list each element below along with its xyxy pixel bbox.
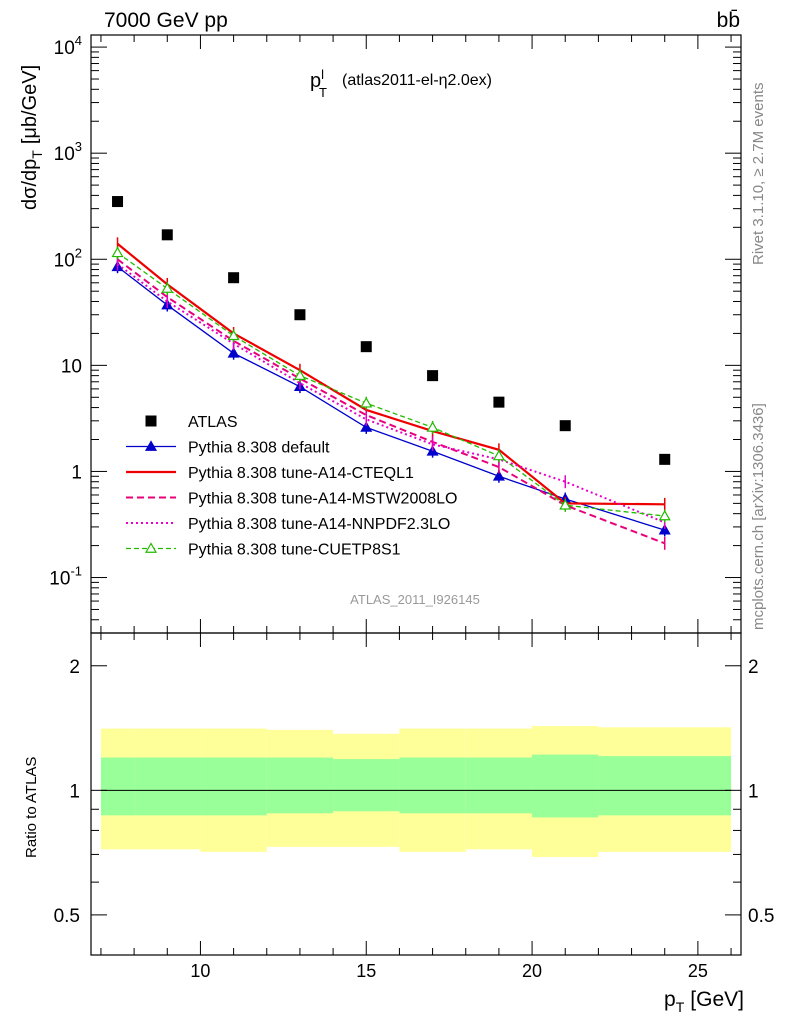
legend-label: ATLAS	[188, 414, 238, 431]
series-marker	[658, 509, 671, 521]
series-marker	[227, 329, 240, 341]
legend-label: Pythia 8.308 tune-CUETP8S1	[188, 542, 401, 559]
title-sub: T	[319, 85, 327, 100]
plot-title: pl T	[310, 67, 327, 100]
atlas-data-point	[161, 229, 173, 241]
legend-label: Pythia 8.308 default	[188, 440, 330, 457]
legend-label: Pythia 8.308 tune-A14-MSTW2008LO	[188, 491, 457, 508]
y-axis-label: dσ/dpT[μb/GeV]	[19, 65, 45, 210]
series-marker	[492, 449, 505, 461]
uncertainty-band-inner	[266, 757, 334, 814]
atlas-data-point	[659, 453, 671, 465]
axes: 10 15 20 25 10-1 1 10 102 103 104 0.5 0.5 1 1 2 2	[49, 33, 774, 981]
x-tick-label: 15	[356, 961, 376, 981]
series-line-4	[116, 263, 666, 524]
series-marker	[293, 369, 306, 380]
series-marker	[492, 470, 505, 481]
ratio-bands	[100, 726, 732, 858]
y-tick-label: 102	[54, 245, 82, 271]
ratio-tick-label-left: 2	[69, 657, 80, 678]
x-axis-label: pT [GeV]	[664, 988, 744, 1015]
title-rest: (atlas2011-el-η2.0ex)	[342, 72, 492, 89]
legend-marker	[144, 542, 158, 553]
series-layer	[111, 196, 671, 550]
ratio-tick-label-left: 1	[69, 781, 80, 802]
series-marker	[658, 523, 671, 535]
legend-marker	[144, 440, 158, 451]
atlas-data-point	[228, 272, 240, 284]
x-tick-label: 10	[190, 961, 210, 981]
ratio-tick-label-right: 2	[748, 657, 759, 678]
process-label: 7000 GeV pp	[104, 9, 228, 32]
series-marker	[111, 246, 124, 258]
uncertainty-band-inner	[465, 757, 533, 814]
atlas-data-point	[294, 309, 306, 321]
x-tick-label: 20	[522, 961, 542, 981]
final-state-label: bb̄	[717, 9, 740, 32]
atlas-data-point	[559, 420, 571, 432]
ratio-frame	[90, 632, 742, 956]
series-marker	[426, 421, 439, 432]
y-tick-label: 104	[54, 33, 82, 59]
legend-marker-atlas	[145, 415, 157, 427]
ratio-tick-label-right: 1	[748, 781, 759, 802]
atlas-data-point	[493, 396, 505, 408]
analysis-watermark: ATLAS_2011_I926145	[350, 592, 480, 607]
series-line-3	[116, 258, 666, 545]
uncertainty-band-inner	[333, 759, 400, 812]
atlas-data-point	[360, 341, 372, 353]
atlas-data-point	[112, 196, 124, 208]
uncertainty-band-inner	[200, 757, 267, 816]
series-marker	[161, 282, 174, 293]
atlas-data-point	[427, 370, 439, 382]
title-p: p	[310, 70, 321, 92]
y-tick-label: 103	[54, 139, 82, 165]
ratio-axis-label: Ratio to ATLAS	[23, 757, 40, 858]
uncertainty-band-inner	[100, 757, 135, 816]
mcplots-label: mcplots.cern.ch [arXiv:1306.3436]	[750, 403, 767, 630]
series-marker	[559, 499, 572, 510]
legend-label: Pythia 8.308 tune-A14-CTEQL1	[188, 465, 414, 482]
ratio-tick-label-right: 0.5	[748, 906, 774, 927]
title-sup: l	[321, 67, 324, 82]
y-tick-label: 10-1	[49, 564, 82, 590]
ratio-tick-label-left: 0.5	[54, 906, 80, 927]
y-tick-label: 10	[61, 356, 82, 377]
legend: ATLAS Pythia 8.308 default Pythia 8.308 tu…	[126, 414, 457, 559]
series-marker	[360, 421, 373, 432]
rivet-version-label: Rivet 3.1.10, ≥ 2.7M events	[750, 83, 767, 266]
uncertainty-band-inner	[598, 756, 732, 816]
uncertainty-band-inner	[532, 754, 599, 818]
series-marker	[360, 396, 373, 408]
legend-label: Pythia 8.308 tune-A14-NNPDF2.3LO	[188, 516, 450, 533]
uncertainty-band-inner	[399, 757, 466, 814]
uncertainty-band-inner	[134, 757, 201, 816]
series-marker	[227, 347, 240, 358]
x-tick-label: 25	[688, 961, 708, 981]
y-tick-label: 1	[71, 462, 82, 483]
